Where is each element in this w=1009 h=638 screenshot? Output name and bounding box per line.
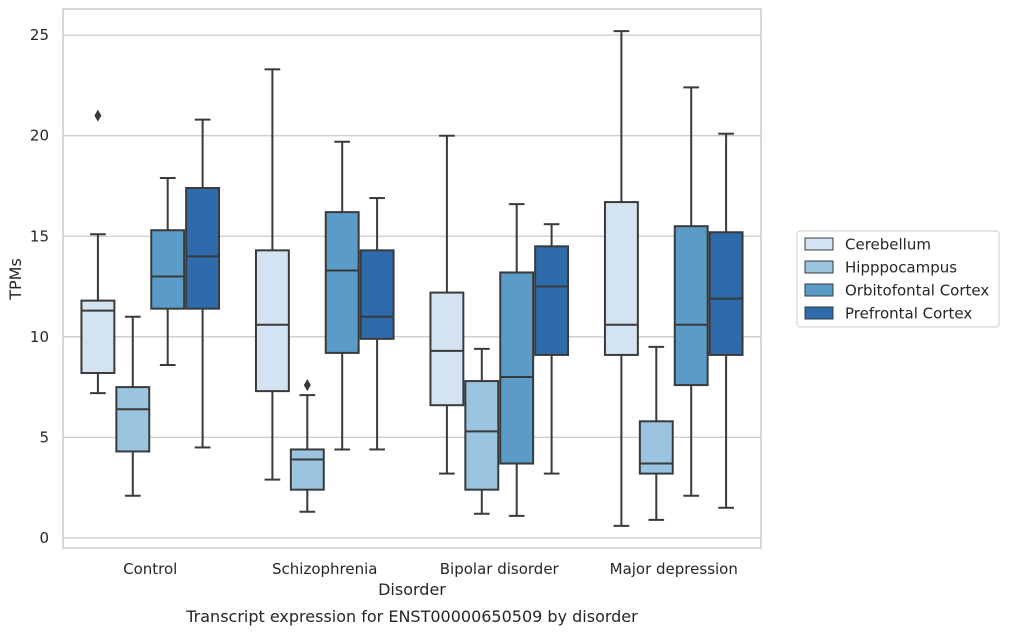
- box-hipppocampus: [289, 379, 325, 513]
- y-tick-label: 10: [30, 328, 49, 346]
- box-prefrontal-cortex: [359, 197, 395, 451]
- box-prefrontal-cortex: [534, 223, 570, 475]
- y-tick-label: 20: [30, 127, 49, 145]
- y-tick-label: 0: [39, 529, 49, 547]
- x-tick-label: Control: [123, 560, 177, 578]
- legend-label: Prefrontal Cortex: [845, 305, 972, 323]
- y-tick-label: 5: [39, 428, 49, 446]
- x-tick-label: Schizophrenia: [272, 560, 377, 578]
- outlier-point: [94, 109, 102, 122]
- legend-label: Orbitofontal Cortex: [845, 282, 989, 300]
- box-iqr: [534, 245, 570, 356]
- x-axis-ticks: Control Schizophrenia Bipolar disorder Majo…: [123, 560, 738, 578]
- outlier-point: [303, 379, 311, 392]
- box-iqr: [289, 448, 325, 491]
- x-tick-label: Major depression: [610, 560, 738, 578]
- box-iqr: [638, 420, 674, 475]
- x-axis-title: Disorder: [378, 580, 446, 599]
- y-axis-title: TPMs: [6, 258, 25, 301]
- y-tick-label: 25: [30, 26, 49, 44]
- x-tick-label: Bipolar disorder: [440, 560, 560, 578]
- legend-swatch: [804, 237, 834, 251]
- legend-frame: [796, 230, 1000, 328]
- legend-swatch: [804, 260, 834, 274]
- box-cerebellum: [603, 30, 639, 527]
- box-iqr: [80, 299, 116, 375]
- box-iqr: [673, 225, 709, 387]
- box-orbitofontal-cortex: [324, 140, 360, 451]
- box-iqr: [708, 231, 744, 356]
- box-iqr: [464, 380, 500, 491]
- box-series: [80, 30, 744, 527]
- legend-label: Hipppocampus: [845, 259, 957, 277]
- box-hipppocampus: [115, 315, 151, 497]
- box-iqr: [254, 249, 290, 393]
- legend-label: Cerebellum: [845, 236, 931, 254]
- box-prefrontal-cortex: [185, 118, 221, 449]
- legend-swatch: [804, 306, 834, 320]
- box-cerebellum: [80, 109, 116, 395]
- box-iqr: [359, 249, 395, 340]
- y-tick-label: 15: [30, 227, 49, 245]
- box-orbitofontal-cortex: [499, 203, 535, 517]
- y-axis-ticks: 0 5 10 15 20 25: [30, 26, 49, 547]
- box-hipppocampus: [638, 345, 674, 521]
- legend-swatch: [804, 283, 834, 297]
- box-orbitofontal-cortex: [150, 176, 186, 366]
- box-cerebellum: [429, 134, 465, 475]
- box-cerebellum: [254, 68, 290, 481]
- box-prefrontal-cortex: [708, 132, 744, 509]
- box-iqr: [499, 271, 535, 465]
- box-iqr: [115, 386, 151, 453]
- box-iqr: [185, 186, 221, 310]
- chart-caption: Transcript expression for ENST0000065050…: [185, 607, 638, 626]
- box-iqr: [150, 229, 186, 310]
- legend: Cerebellum Hipppocampus Orbitofontal Corte…: [796, 230, 1000, 328]
- box-hipppocampus: [464, 347, 500, 515]
- box-iqr: [429, 291, 465, 407]
- box-orbitofontal-cortex: [673, 86, 709, 497]
- box-iqr: [603, 201, 639, 356]
- box-iqr: [324, 211, 360, 354]
